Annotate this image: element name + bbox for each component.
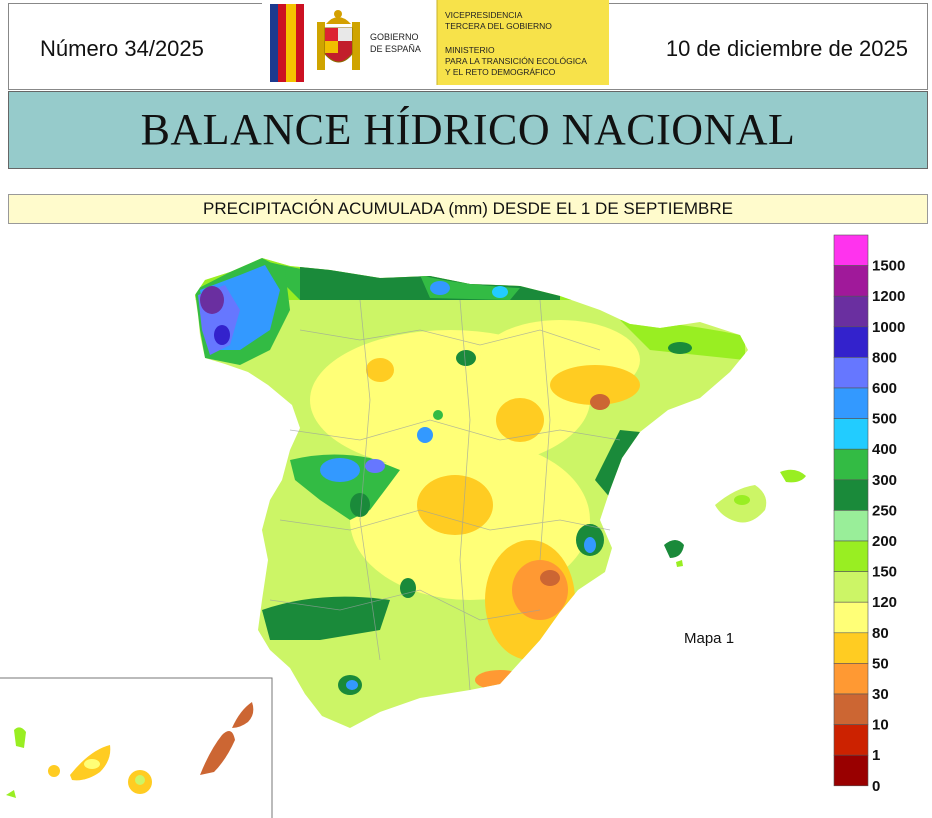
legend-swatch <box>833 510 869 542</box>
legend-label: 300 <box>872 472 897 489</box>
balearic-islands <box>664 469 806 567</box>
legend-label: 10 <box>872 717 889 734</box>
peninsula <box>195 258 748 728</box>
coat-of-arms-icon <box>317 10 360 70</box>
legend-swatch <box>833 418 869 450</box>
svg-text:DE ESPAÑA: DE ESPAÑA <box>370 44 421 54</box>
legend-swatch <box>833 265 869 297</box>
bulletin-number: Número 34/2025 <box>40 36 204 61</box>
legend-label: 0 <box>872 778 880 793</box>
legend: 1500120010008006005004003002502001501208… <box>833 234 905 793</box>
legend-swatch <box>833 387 869 419</box>
legend-label: 1200 <box>872 288 905 305</box>
svg-text:VICEPRESIDENCIA: VICEPRESIDENCIA <box>445 10 523 20</box>
legend-swatch <box>833 754 869 787</box>
svg-text:Y EL RETO DEMOGRÁFICO: Y EL RETO DEMOGRÁFICO <box>445 67 556 77</box>
legend-label: 1500 <box>872 258 905 275</box>
svg-text:GOBIERNO: GOBIERNO <box>370 32 419 42</box>
legend-swatch <box>833 693 869 725</box>
legend-swatch <box>833 571 869 603</box>
map-label: Mapa 1 <box>684 630 735 647</box>
legend-swatch <box>833 448 869 481</box>
legend-swatch <box>833 663 869 695</box>
legend-label: 80 <box>872 625 889 642</box>
svg-text:TERCERA DEL GOBIERNO: TERCERA DEL GOBIERNO <box>445 21 552 31</box>
legend-swatch <box>833 234 869 266</box>
precipitation-map <box>0 258 806 818</box>
legend-swatch <box>833 295 869 328</box>
legend-label: 150 <box>872 564 897 581</box>
legend-swatch <box>833 601 869 634</box>
legend-label: 1000 <box>872 319 905 336</box>
legend-label: 800 <box>872 349 897 366</box>
subtitle-band: PRECIPITACIÓN ACUMULADA (mm) DESDE EL 1 … <box>8 194 928 224</box>
legend-swatch <box>833 724 869 756</box>
legend-label: 400 <box>872 441 897 458</box>
legend-swatch <box>833 540 869 572</box>
legend-swatch <box>833 326 869 358</box>
legend-swatch <box>833 357 869 389</box>
legend-label: 250 <box>872 502 897 519</box>
legend-swatch <box>833 479 869 511</box>
map-subtitle: PRECIPITACIÓN ACUMULADA (mm) DESDE EL 1 … <box>203 199 733 218</box>
svg-text:PARA LA TRANSICIÓN ECOLÓGICA: PARA LA TRANSICIÓN ECOLÓGICA <box>445 56 587 66</box>
bulletin-date: 10 de diciembre de 2025 <box>665 36 908 61</box>
legend-label: 500 <box>872 411 897 428</box>
svg-text:MINISTERIO: MINISTERIO <box>445 45 495 55</box>
legend-label: 1 <box>872 747 880 764</box>
legend-label: 30 <box>872 686 889 703</box>
page-title: BALANCE HÍDRICO NACIONAL <box>140 105 796 154</box>
legend-swatch <box>833 632 869 664</box>
legend-label: 120 <box>872 594 897 611</box>
legend-label: 50 <box>872 655 889 672</box>
canary-islands <box>0 677 273 818</box>
government-logo: GOBIERNO DE ESPAÑA VICEPRESIDENCIA TERCE… <box>262 0 609 85</box>
legend-label: 200 <box>872 533 897 550</box>
title-band: BALANCE HÍDRICO NACIONAL <box>8 91 928 169</box>
legend-label: 600 <box>872 380 897 397</box>
